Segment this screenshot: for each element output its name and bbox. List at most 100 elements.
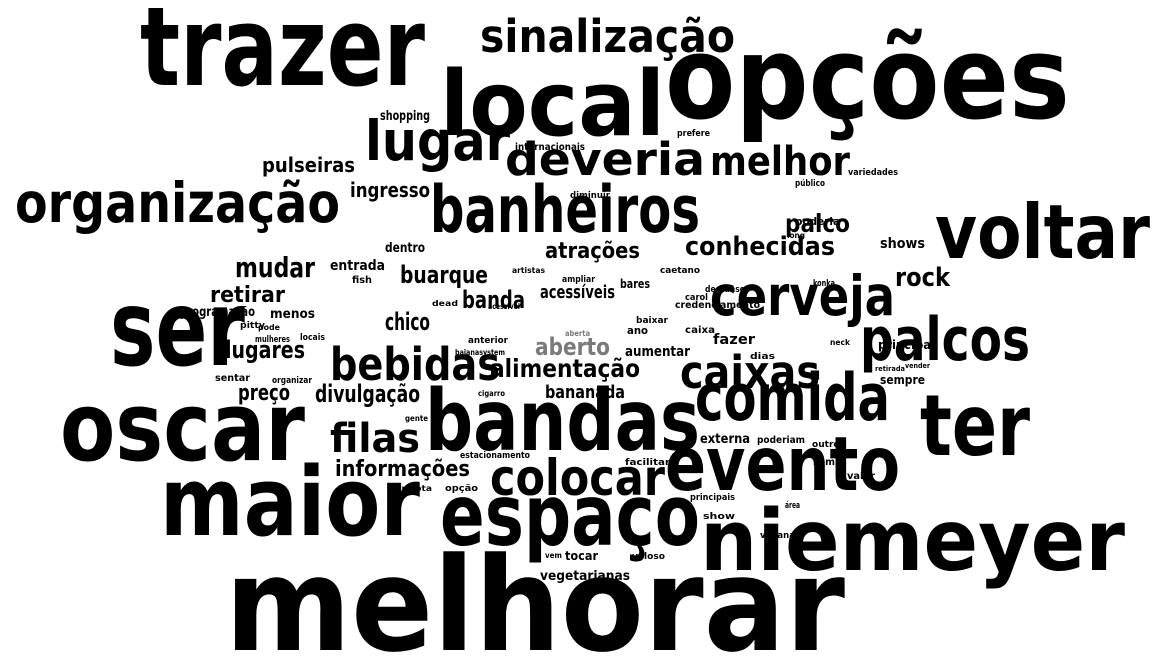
word: neck [830, 338, 851, 347]
word: baixar [636, 316, 669, 326]
word: estacionamento [460, 451, 530, 461]
word: colocar [490, 449, 665, 507]
word: konka [813, 279, 835, 289]
word: carol [685, 293, 708, 303]
word: entrada [330, 258, 385, 274]
word: niemeyer [700, 492, 1125, 591]
word: buarque [400, 261, 488, 289]
word: melhor [710, 139, 850, 185]
word: bananada [545, 382, 625, 403]
word: diminuir [570, 191, 611, 201]
word: preço [238, 381, 290, 406]
word: long [787, 231, 805, 240]
word: credenciamento [675, 300, 760, 311]
word: comida [695, 361, 890, 436]
word: ano [627, 324, 648, 337]
word: ampliar [562, 275, 595, 285]
word: pitty [240, 321, 265, 331]
word: aberta [565, 329, 590, 338]
word: trazer [140, 0, 425, 111]
word: lugares [225, 336, 305, 364]
word: outros [812, 440, 845, 450]
word: som [813, 457, 835, 468]
word: divulgação [315, 380, 420, 408]
word: oscar [60, 373, 305, 483]
word: vem [545, 551, 562, 560]
word: filas [330, 416, 420, 462]
word: shows [880, 236, 925, 252]
word: tocar [565, 549, 598, 563]
word: facilitar [625, 458, 671, 468]
word: principais [690, 493, 735, 503]
word: externa [700, 432, 750, 447]
word: atrações [545, 239, 640, 264]
word: conhecidas [685, 232, 835, 262]
word: caetano [660, 266, 700, 276]
word: dead [432, 299, 458, 308]
word: principal [878, 338, 935, 352]
word: dentro [385, 241, 425, 256]
word: anterior [468, 336, 509, 346]
word: aberto [535, 333, 610, 361]
word: internacionais [515, 142, 585, 153]
word: menos [270, 307, 315, 322]
word: banda [462, 286, 525, 314]
word: informações [335, 457, 470, 482]
word: bandas [425, 372, 700, 471]
word: ter [920, 377, 1030, 476]
word: shopping [380, 109, 430, 124]
word: público [795, 179, 825, 189]
word: pode [258, 323, 281, 332]
word: prefere [677, 129, 710, 139]
word: variedades [848, 168, 898, 178]
word: poderiam [757, 435, 805, 446]
word: show [703, 512, 735, 522]
word: evento [665, 420, 900, 508]
word: sempre [880, 373, 925, 387]
word: melhorar [225, 529, 845, 666]
word: rock [895, 263, 951, 293]
word: valor [847, 471, 875, 482]
word: dias [750, 352, 775, 362]
word: artistas [512, 266, 545, 275]
word: veloso [632, 552, 665, 562]
word: caixa [685, 325, 715, 336]
word: palco [785, 209, 850, 238]
word: área [785, 501, 800, 511]
word: aumentar [625, 344, 690, 360]
word: local [440, 52, 665, 157]
word: maior [160, 448, 420, 558]
word: alimentação [490, 354, 640, 383]
word: mudar [235, 251, 315, 284]
word: pulseiras [262, 153, 355, 177]
word: caixas [680, 346, 820, 399]
word: opções [665, 12, 1070, 146]
word: acessíveis [540, 282, 615, 303]
word: lugar [365, 109, 510, 173]
word: sinalização [480, 10, 735, 63]
word: voltar [935, 188, 1150, 276]
word: vegana [760, 531, 795, 541]
word: vegetarianas [540, 569, 630, 584]
word: bebidas [330, 338, 500, 391]
word: cerveja [710, 264, 895, 328]
word: banheiros [430, 173, 700, 248]
word: poderia [795, 215, 840, 228]
word: opção [445, 484, 478, 494]
word: palcos [860, 305, 1030, 375]
word: chico [385, 308, 430, 336]
word: fish [352, 275, 372, 286]
word: deveria [505, 133, 705, 186]
word: cigarro [478, 389, 505, 398]
word: mulheres [255, 335, 290, 345]
word: organizar [272, 376, 312, 386]
word: acessível [488, 302, 520, 311]
word: baianasystem [455, 348, 505, 357]
word: retirar [210, 283, 285, 308]
word: bares [620, 277, 650, 291]
word: locais [300, 333, 325, 343]
word: sentar [215, 373, 250, 384]
word: descanso [705, 285, 745, 295]
word: retirada [875, 365, 905, 373]
